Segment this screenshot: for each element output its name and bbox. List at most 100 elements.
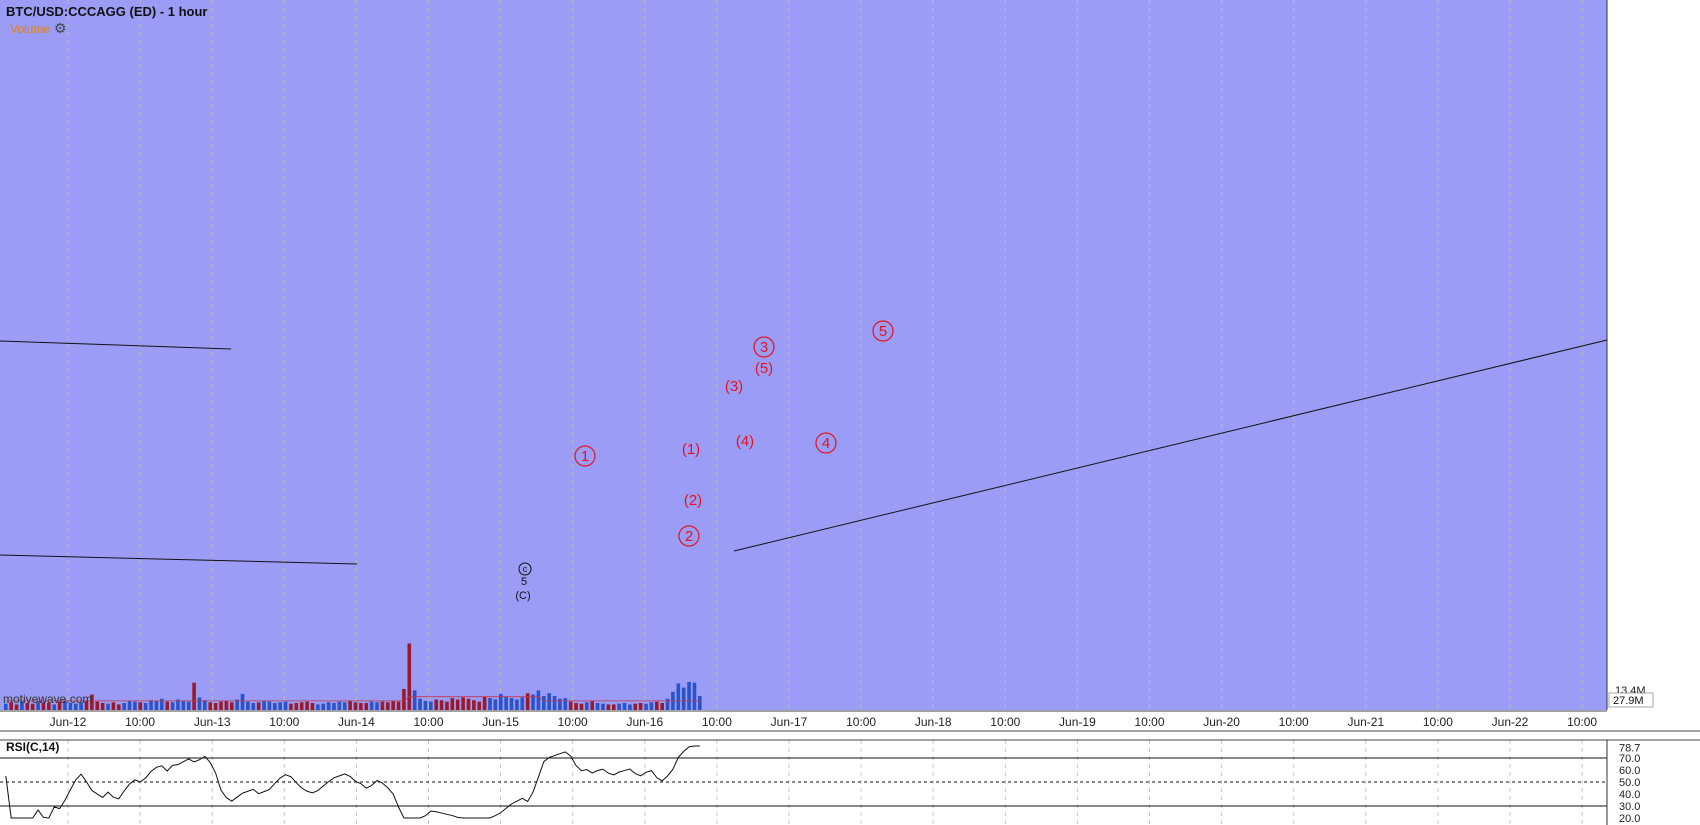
volume-bar [197,697,202,710]
volume-bar [574,703,578,710]
volume-bar [36,700,40,710]
volume-bar [649,702,654,710]
volume-bar [63,700,67,710]
volume-bar [235,699,239,710]
volume-bar [116,704,121,710]
volume-bar [402,689,406,710]
volume-bar [219,701,223,710]
volume-bar [20,701,24,710]
volume-bar [461,697,465,710]
low-label-circle [518,562,532,576]
wave-label-text: (3) [725,378,743,395]
volume-bar [375,702,379,710]
volume-tag: 27.9M [1613,695,1644,707]
time-tick-label: 10:00 [269,715,299,729]
volume-bar [294,703,299,710]
volume-bar [423,700,428,710]
elliott-wave-label: 4 [815,432,837,454]
volume-bar [278,702,282,710]
wave-label-text: (5) [755,360,773,377]
wave-label-text: 5 [879,323,887,340]
volume-bar [455,699,460,710]
volume-bar [504,696,508,710]
elliott-wave-label: 5 [872,320,894,342]
volume-bar [143,703,148,710]
volume-bar [531,694,535,710]
wave-label-text: 4 [822,435,830,452]
time-tick-label: 10:00 [1423,715,1453,729]
volume-bar [590,700,595,710]
volume-bar [445,701,449,710]
volume-bar [332,703,336,710]
volume-bar [617,703,621,710]
trendline-upper-left [0,340,232,350]
volume-bar [90,694,94,710]
volume-bar [547,693,551,710]
elliott-wave-label: (3) [725,378,743,395]
volume-bar [515,699,519,710]
volume-bar [4,703,8,710]
volume-bar [30,703,35,710]
volume-bar [262,700,266,710]
volume-indicator-label[interactable]: Volume [10,22,51,36]
low-label-c: c [523,564,528,574]
volume-bar [558,698,562,710]
volume-bar [606,704,611,710]
volume-bar [273,703,277,710]
time-tick-label: Jun-12 [50,715,87,729]
time-tick-label: 10:00 [1279,715,1309,729]
time-tick-label: 10:00 [846,715,876,729]
elliott-wave-label: (2) [684,492,702,509]
volume-tag-bg [1608,692,1654,708]
low-label-C: (C) [515,590,530,602]
volume-bar [536,690,541,710]
rsi-axis-label: 60.0 [1619,765,1640,777]
time-tick-label: Jun-21 [1347,715,1384,729]
volume-bar [391,700,395,710]
rsi-axis-label: 78.7 [1619,743,1640,755]
volume-bar [41,702,46,710]
wave-label-circle [753,336,775,358]
volume-bar [472,700,476,710]
wave-label-text: 2 [685,528,693,545]
volume-bar [622,703,627,710]
time-tick-label: Jun-13 [194,715,231,729]
volume-bar [176,699,180,710]
volume-bar [380,701,385,710]
volume-bar [681,687,686,710]
volume-bar [369,701,374,710]
volume-bar [692,682,697,710]
volume-bar [229,702,234,710]
wave-label-text: (2) [684,492,702,509]
volume-bar [429,701,433,710]
time-tick-label: 10:00 [413,715,443,729]
volume-bar [316,704,320,710]
elliott-wave-label: (4) [736,433,754,450]
volume-bar [579,703,584,710]
volume-bar [170,702,175,710]
volume-bar [359,703,363,710]
volume-bar [407,643,412,710]
volume-bar [133,701,137,710]
elliott-wave-label: 1 [574,445,596,467]
volume-bar [122,703,126,710]
low-label-5: 5 [521,576,527,588]
elliott-wave-label: 3 [753,336,775,358]
volume-bar [434,699,438,710]
volume-bar [203,700,207,710]
time-tick-label: Jun-14 [338,715,375,729]
gear-icon[interactable]: ⚙ [54,20,67,36]
time-tick-label: Jun-17 [771,715,808,729]
volume-bar [418,698,422,710]
volume-bar [84,700,89,710]
volume-bar [342,702,347,710]
volume-bar [138,702,143,710]
volume-bar [246,701,250,710]
volume-bar [601,703,605,710]
wave-label-circle [678,525,700,547]
volume-bar [644,703,648,710]
rsi-axis-label: 30.0 [1619,801,1640,813]
volume-bar [14,704,19,710]
wave-label-circle [872,320,894,342]
